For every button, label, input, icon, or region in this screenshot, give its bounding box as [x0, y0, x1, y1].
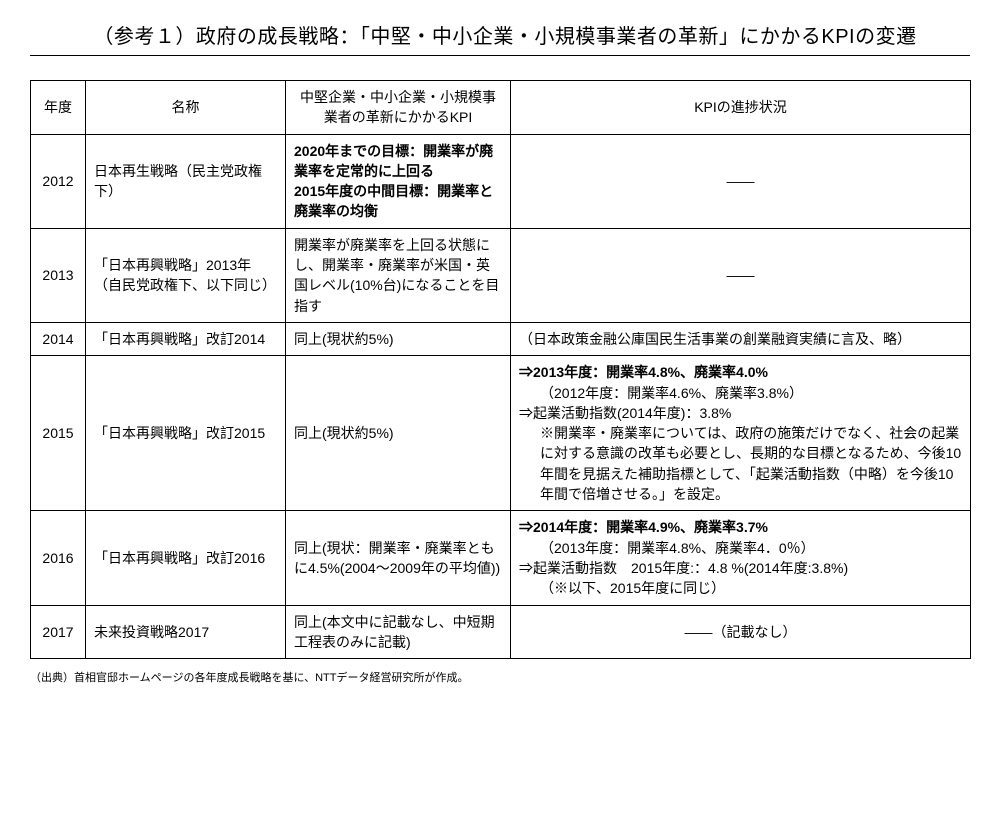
cell-status: ⇒2013年度：開業率4.8%、廃業率4.0% （2012年度：開業率4.6%、… — [511, 356, 971, 511]
kpi-table: 年度 名称 中堅企業・中小企業・小規模事業者の革新にかかるKPI KPIの進捗状… — [30, 80, 971, 659]
cell-kpi: 同上(本文中に記載なし、中短期工程表のみに記載) — [286, 605, 511, 659]
cell-kpi: 同上(現状約5%) — [286, 356, 511, 511]
status-line: ※開業率・廃業率については、政府の施策だけでなく、社会の起業に対する意識の改革も… — [519, 423, 962, 504]
cell-kpi: 2020年までの目標：開業率が廃業率を定常的に上回る 2015年度の中間目標：開… — [286, 134, 511, 228]
table-row: 2013 「日本再興戦略」2013年（自民党政権下、以下同じ） 開業率が廃業率を… — [31, 228, 971, 322]
col-status: KPIの進捗状況 — [511, 81, 971, 135]
table-row: 2014 「日本再興戦略」改訂2014 同上(現状約5%) （日本政策金融公庫国… — [31, 322, 971, 355]
col-kpi: 中堅企業・中小企業・小規模事業者の革新にかかるKPI — [286, 81, 511, 135]
cell-name: 「日本再興戦略」改訂2015 — [86, 356, 286, 511]
status-line: （※以下、2015年度に同じ） — [519, 578, 962, 598]
table-header-row: 年度 名称 中堅企業・中小企業・小規模事業者の革新にかかるKPI KPIの進捗状… — [31, 81, 971, 135]
cell-year: 2013 — [31, 228, 86, 322]
cell-kpi: 同上(現状約5%) — [286, 322, 511, 355]
cell-name: 未来投資戦略2017 — [86, 605, 286, 659]
source-note: （出典）首相官邸ホームページの各年度成長戦略を基に、NTTデータ経営研究所が作成… — [30, 669, 980, 685]
cell-status: ―― — [511, 228, 971, 322]
col-year: 年度 — [31, 81, 86, 135]
table-row: 2015 「日本再興戦略」改訂2015 同上(現状約5%) ⇒2013年度：開業… — [31, 356, 971, 511]
cell-year: 2015 — [31, 356, 86, 511]
cell-status: （日本政策金融公庫国民生活事業の創業融資実績に言及、略） — [511, 322, 971, 355]
table-row: 2012 日本再生戦略（民主党政権下） 2020年までの目標：開業率が廃業率を定… — [31, 134, 971, 228]
status-line: ⇒2014年度：開業率4.9%、廃業率3.7% — [519, 519, 768, 535]
cell-year: 2012 — [31, 134, 86, 228]
cell-name: 「日本再興戦略」2013年（自民党政権下、以下同じ） — [86, 228, 286, 322]
table-row: 2016 「日本再興戦略」改訂2016 同上(現状：開業率・廃業率ともに4.5%… — [31, 511, 971, 605]
cell-status: ⇒2014年度：開業率4.9%、廃業率3.7% （2013年度：開業率4.8%、… — [511, 511, 971, 605]
cell-year: 2017 — [31, 605, 86, 659]
cell-kpi: 開業率が廃業率を上回る状態にし、開業率・廃業率が米国・英国レベル(10%台)にな… — [286, 228, 511, 322]
status-line: ⇒起業活動指数(2014年度)：3.8% — [519, 405, 731, 421]
table-row: 2017 未来投資戦略2017 同上(本文中に記載なし、中短期工程表のみに記載)… — [31, 605, 971, 659]
status-line: （2012年度：開業率4.6%、廃業率3.8%） — [519, 383, 962, 403]
status-line: ⇒2013年度：開業率4.8%、廃業率4.0% — [519, 364, 768, 380]
kpi-line: 2020年までの目標：開業率が廃業率を定常的に上回る — [294, 143, 493, 179]
status-line: （2013年度：開業率4.8%、廃業率4．0％） — [519, 538, 962, 558]
cell-name: 日本再生戦略（民主党政権下） — [86, 134, 286, 228]
cell-status: ――（記載なし） — [511, 605, 971, 659]
cell-year: 2014 — [31, 322, 86, 355]
kpi-line: 2015年度の中間目標：開業率と廃業率の均衡 — [294, 183, 493, 219]
col-name: 名称 — [86, 81, 286, 135]
cell-kpi: 同上(現状：開業率・廃業率ともに4.5%(2004～2009年の平均値)) — [286, 511, 511, 605]
page-title: （参考１）政府の成長戦略：「中堅・中小企業・小規模事業者の革新」にかかるKPIの… — [30, 20, 980, 49]
status-line: ⇒起業活動指数 2015年度:：4.8 %(2014年度:3.8%) — [519, 560, 848, 576]
title-underline — [30, 55, 970, 56]
cell-name: 「日本再興戦略」改訂2014 — [86, 322, 286, 355]
cell-status: ―― — [511, 134, 971, 228]
cell-name: 「日本再興戦略」改訂2016 — [86, 511, 286, 605]
cell-year: 2016 — [31, 511, 86, 605]
